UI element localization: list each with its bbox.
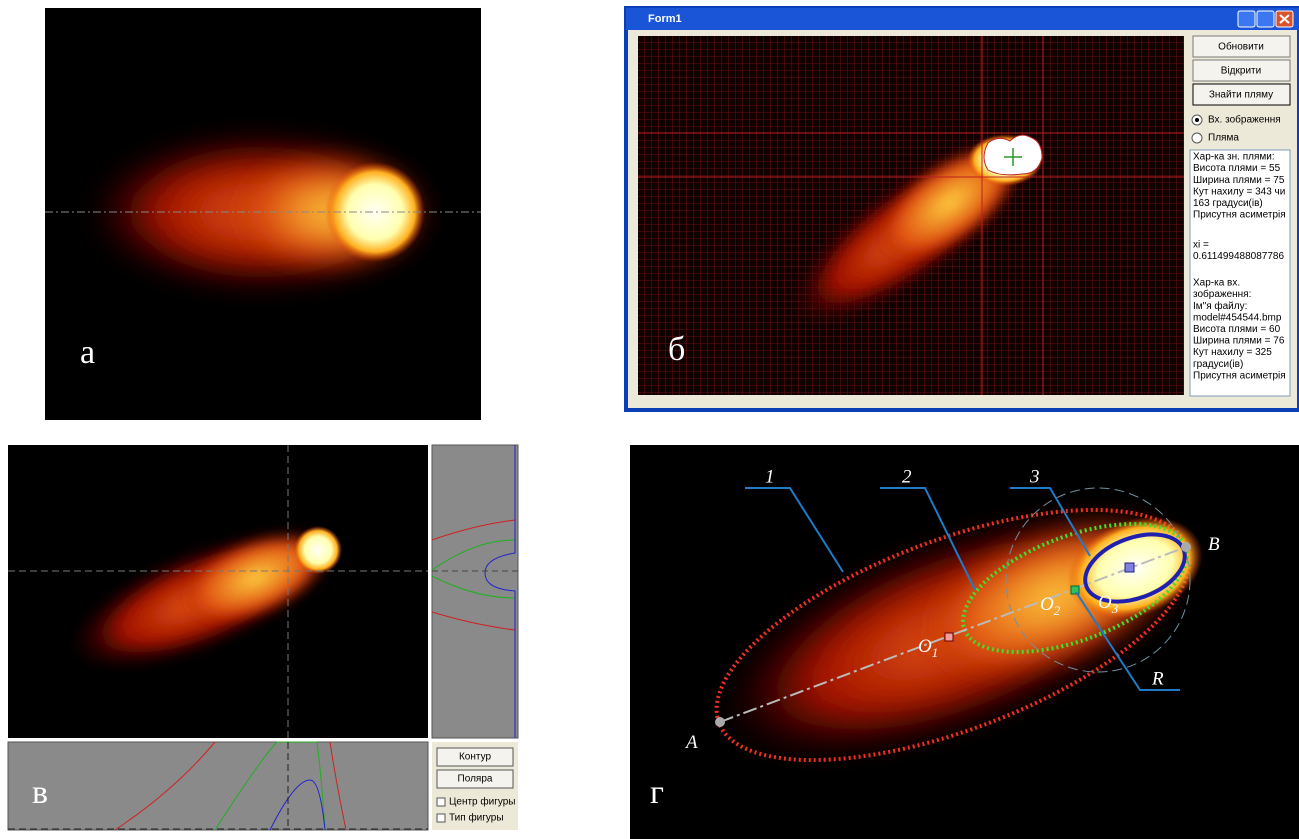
panel-label: в [32,774,48,811]
info-line: Присутня асиметрія [1193,210,1286,221]
point-subscript: 2 [1054,603,1061,618]
checkbox-label: Тип фигуры [449,812,504,824]
page: а б в г Form1 Обновити Відкрити Знайти пляму Вх.… [0,0,1299,839]
point-letter: B [1208,534,1220,555]
point-label: B [1208,534,1220,555]
curve-label: 2 [902,466,912,487]
info-line: Ширина плями = 75 [1193,175,1285,186]
window-title: Form1 [648,13,682,25]
side-profile [432,445,518,738]
button-label: Відкрити [1221,66,1261,77]
bottom-profile [8,742,428,830]
panel-label: а [80,334,95,371]
button-label: Контур [459,752,491,763]
minimize-button[interactable] [1238,11,1255,27]
point-letter: O [1040,594,1054,615]
maximize-button[interactable] [1257,11,1274,27]
point-subscript: 3 [1111,601,1119,616]
checkbox[interactable] [437,814,445,822]
point-b [1181,542,1191,552]
button-label: Поляра [458,774,493,785]
curve-label: 1 [765,466,775,487]
info-line: Ім"я файлу: [1193,300,1247,312]
figure: а б в г Form1 Обновити Відкрити Знайти пляму Вх.… [0,0,1299,839]
info-line: Кут нахилу = 325 [1193,347,1272,358]
spot-head [294,526,342,574]
info-line: model#454544.bmp [1193,312,1282,323]
center-o3 [1125,563,1134,572]
checkbox[interactable] [437,798,445,806]
info-line: градуси(ів) [1193,359,1243,370]
point-letter: A [684,732,698,753]
info-line: 163 градуси(ів) [1193,198,1263,209]
info-line: Висота плями = 55 [1193,163,1281,174]
point-subscript: 1 [932,645,939,660]
checkbox-label: Центр фигуры [449,796,516,808]
info-line: xi = [1193,240,1209,251]
button-label: Знайти пляму [1209,90,1273,101]
info-line: 0.611499488087786 [1193,251,1284,262]
panel-label: б [668,331,685,368]
info-line: Хар-ка зн. плями: [1193,152,1275,163]
point-a [715,717,725,727]
info-line: Хар-ка вх. [1193,278,1240,289]
point-letter: O [918,636,932,657]
point-label: A [684,732,698,753]
panel-g [630,445,1299,839]
info-line: Висота плями = 60 [1193,324,1281,335]
info-line: зображення: [1193,288,1251,300]
curve-label: 3 [1029,466,1040,487]
radio-dot [1195,118,1199,122]
info-line: Ширина плями = 76 [1193,336,1285,347]
center-o1 [945,633,953,641]
panel-a [45,8,481,420]
radio-label: Вх. зображення [1208,114,1281,126]
info-line: Присутня асиметрія [1193,370,1286,381]
radio-button[interactable] [1192,133,1202,143]
info-line: Кут нахилу = 343 чи [1193,186,1285,197]
panel-label: г [650,774,664,811]
title-bar [626,8,1299,30]
radius-label: R [1151,668,1164,689]
radio-label: Пляма [1208,133,1239,144]
center-o2 [1071,586,1079,594]
button-label: Обновити [1218,41,1264,53]
point-letter: O [1098,592,1112,613]
